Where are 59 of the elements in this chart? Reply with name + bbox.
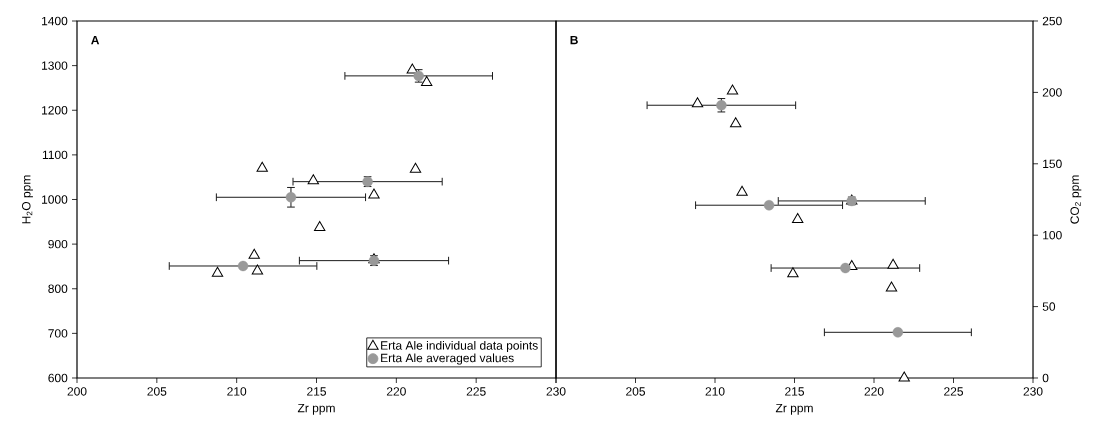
x-tick-label: 220 — [864, 387, 884, 396]
x-axis-title: Zr ppm — [297, 403, 335, 415]
point — [368, 188, 380, 199]
point — [211, 266, 224, 277]
point — [885, 281, 898, 292]
y2-tick-label: 200 — [1042, 88, 1062, 97]
x-tick-label: 200 — [67, 387, 87, 396]
y-tick-label: 1400 — [42, 16, 68, 26]
point — [256, 161, 268, 172]
point — [763, 200, 775, 211]
x-tick-label: 205 — [147, 387, 167, 396]
point — [791, 212, 804, 223]
y-tick-label: 1200 — [42, 106, 68, 115]
point — [314, 221, 326, 232]
x-tick-label: 210 — [227, 387, 247, 396]
y2-tick-label: 100 — [1043, 230, 1062, 240]
y-tick-label: 1000 — [42, 195, 68, 204]
x-tick-label: 230 — [1023, 387, 1043, 396]
x-tick-label: 225 — [466, 387, 486, 396]
point — [251, 264, 264, 275]
y-tick-label: 600 — [48, 373, 68, 383]
x-tick-label: 230 — [546, 387, 566, 396]
y2-tick-label: 0 — [1042, 373, 1049, 383]
point — [736, 185, 748, 196]
point — [285, 192, 297, 203]
y-tick-label: 1300 — [42, 61, 68, 70]
point — [898, 371, 910, 382]
x-tick-label: 215 — [307, 387, 326, 396]
x-tick-label: 205 — [626, 387, 646, 396]
legend-label: Erta Ale individual data points — [381, 340, 538, 353]
point — [726, 84, 739, 95]
point — [420, 76, 433, 87]
y-tick-label: 900 — [48, 239, 68, 249]
y2-tick-label: 150 — [1043, 159, 1062, 169]
y-tick-label: 1100 — [42, 150, 68, 160]
y2-tick-label: 50 — [1042, 302, 1056, 311]
point — [237, 260, 249, 272]
point — [691, 97, 704, 108]
point — [787, 267, 799, 278]
x-tick-label: 215 — [785, 387, 805, 396]
y2-tick-label: 250 — [1042, 16, 1062, 26]
y2-axis-title: CO$_{2}$ ppm — [1070, 175, 1082, 224]
point — [840, 262, 851, 274]
point — [892, 327, 904, 338]
point — [729, 117, 742, 128]
legend-label: Erta Ale averaged values — [381, 353, 514, 365]
x-tick-label: 225 — [944, 387, 964, 396]
x-axis-title: Zr ppm — [775, 403, 813, 415]
x-tick-label: 220 — [386, 387, 406, 396]
text: A — [91, 35, 100, 45]
y-tick-label: 800 — [48, 284, 68, 293]
point — [248, 248, 260, 259]
point — [887, 258, 899, 269]
y-tick-label: 700 — [48, 329, 68, 338]
y-axis-title: H$_{2}$O ppm — [22, 175, 33, 224]
x-tick-label: 210 — [705, 387, 725, 396]
point — [409, 162, 422, 173]
text: B — [570, 35, 578, 45]
point — [307, 174, 320, 185]
